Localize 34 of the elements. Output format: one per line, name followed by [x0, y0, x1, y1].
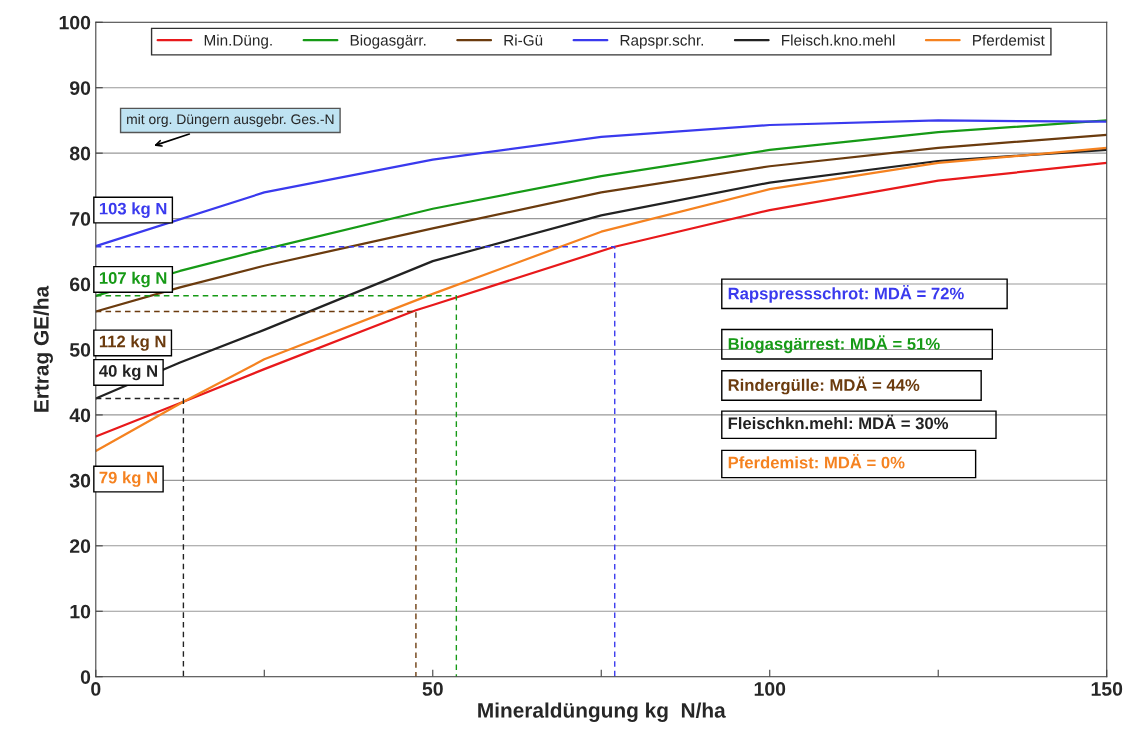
y-tick-label: 40 — [69, 408, 91, 423]
legend-label: Rapspr.schr. — [620, 34, 704, 49]
x-tick-label: 100 — [754, 682, 786, 696]
legend-label: Ri-Gü — [504, 34, 543, 46]
legend-label: Min.Düng. — [204, 34, 272, 49]
annotation: Fleischkn.mehl: MDÄ = 30% — [728, 414, 949, 430]
y-tick-label: 10 — [70, 604, 91, 619]
x-axis-title: Mineraldüngung kg N/ha — [478, 702, 726, 722]
y-tick-label: 0 — [80, 670, 91, 684]
legend-label: Biogasgärr. — [350, 34, 426, 49]
legend-label: Pferdemist — [973, 34, 1045, 46]
annotation: Pferdemist: MDÄ = 0% — [728, 454, 905, 469]
y-tick-label: 60 — [70, 277, 91, 292]
annotation: 40 kg N — [99, 364, 157, 381]
annotation: Rapspressschrot: MDÄ = 72% — [728, 285, 964, 303]
y-axis-title: Ertrag GE/ha — [33, 285, 53, 412]
x-tick-label: 50 — [422, 682, 443, 696]
annotation: Rindergülle: MDÄ = 44% — [728, 376, 920, 395]
y-tick-label: 20 — [69, 539, 91, 554]
x-tick-label: 150 — [1091, 682, 1123, 696]
annotation: 107 kg N — [99, 271, 167, 288]
annotation: 79 kg N — [99, 471, 157, 487]
annotation: mit org. Düngern ausgebr. Ges.-N — [127, 113, 334, 127]
y-tick-label: 80 — [69, 146, 91, 161]
y-tick-label: 100 — [59, 15, 91, 30]
annotation: Biogasgärrest: MDÄ = 51% — [728, 335, 940, 354]
x-tick-label: 0 — [91, 682, 101, 696]
y-tick-label: 30 — [69, 473, 91, 488]
y-tick-label: 50 — [69, 342, 91, 357]
legend-label: Fleisch.kno.mehl — [782, 34, 895, 46]
y-tick-label: 90 — [69, 81, 91, 95]
annotation: 112 kg N — [99, 335, 166, 351]
annotation: 103 kg N — [99, 202, 167, 218]
y-tick-label: 70 — [70, 212, 91, 226]
